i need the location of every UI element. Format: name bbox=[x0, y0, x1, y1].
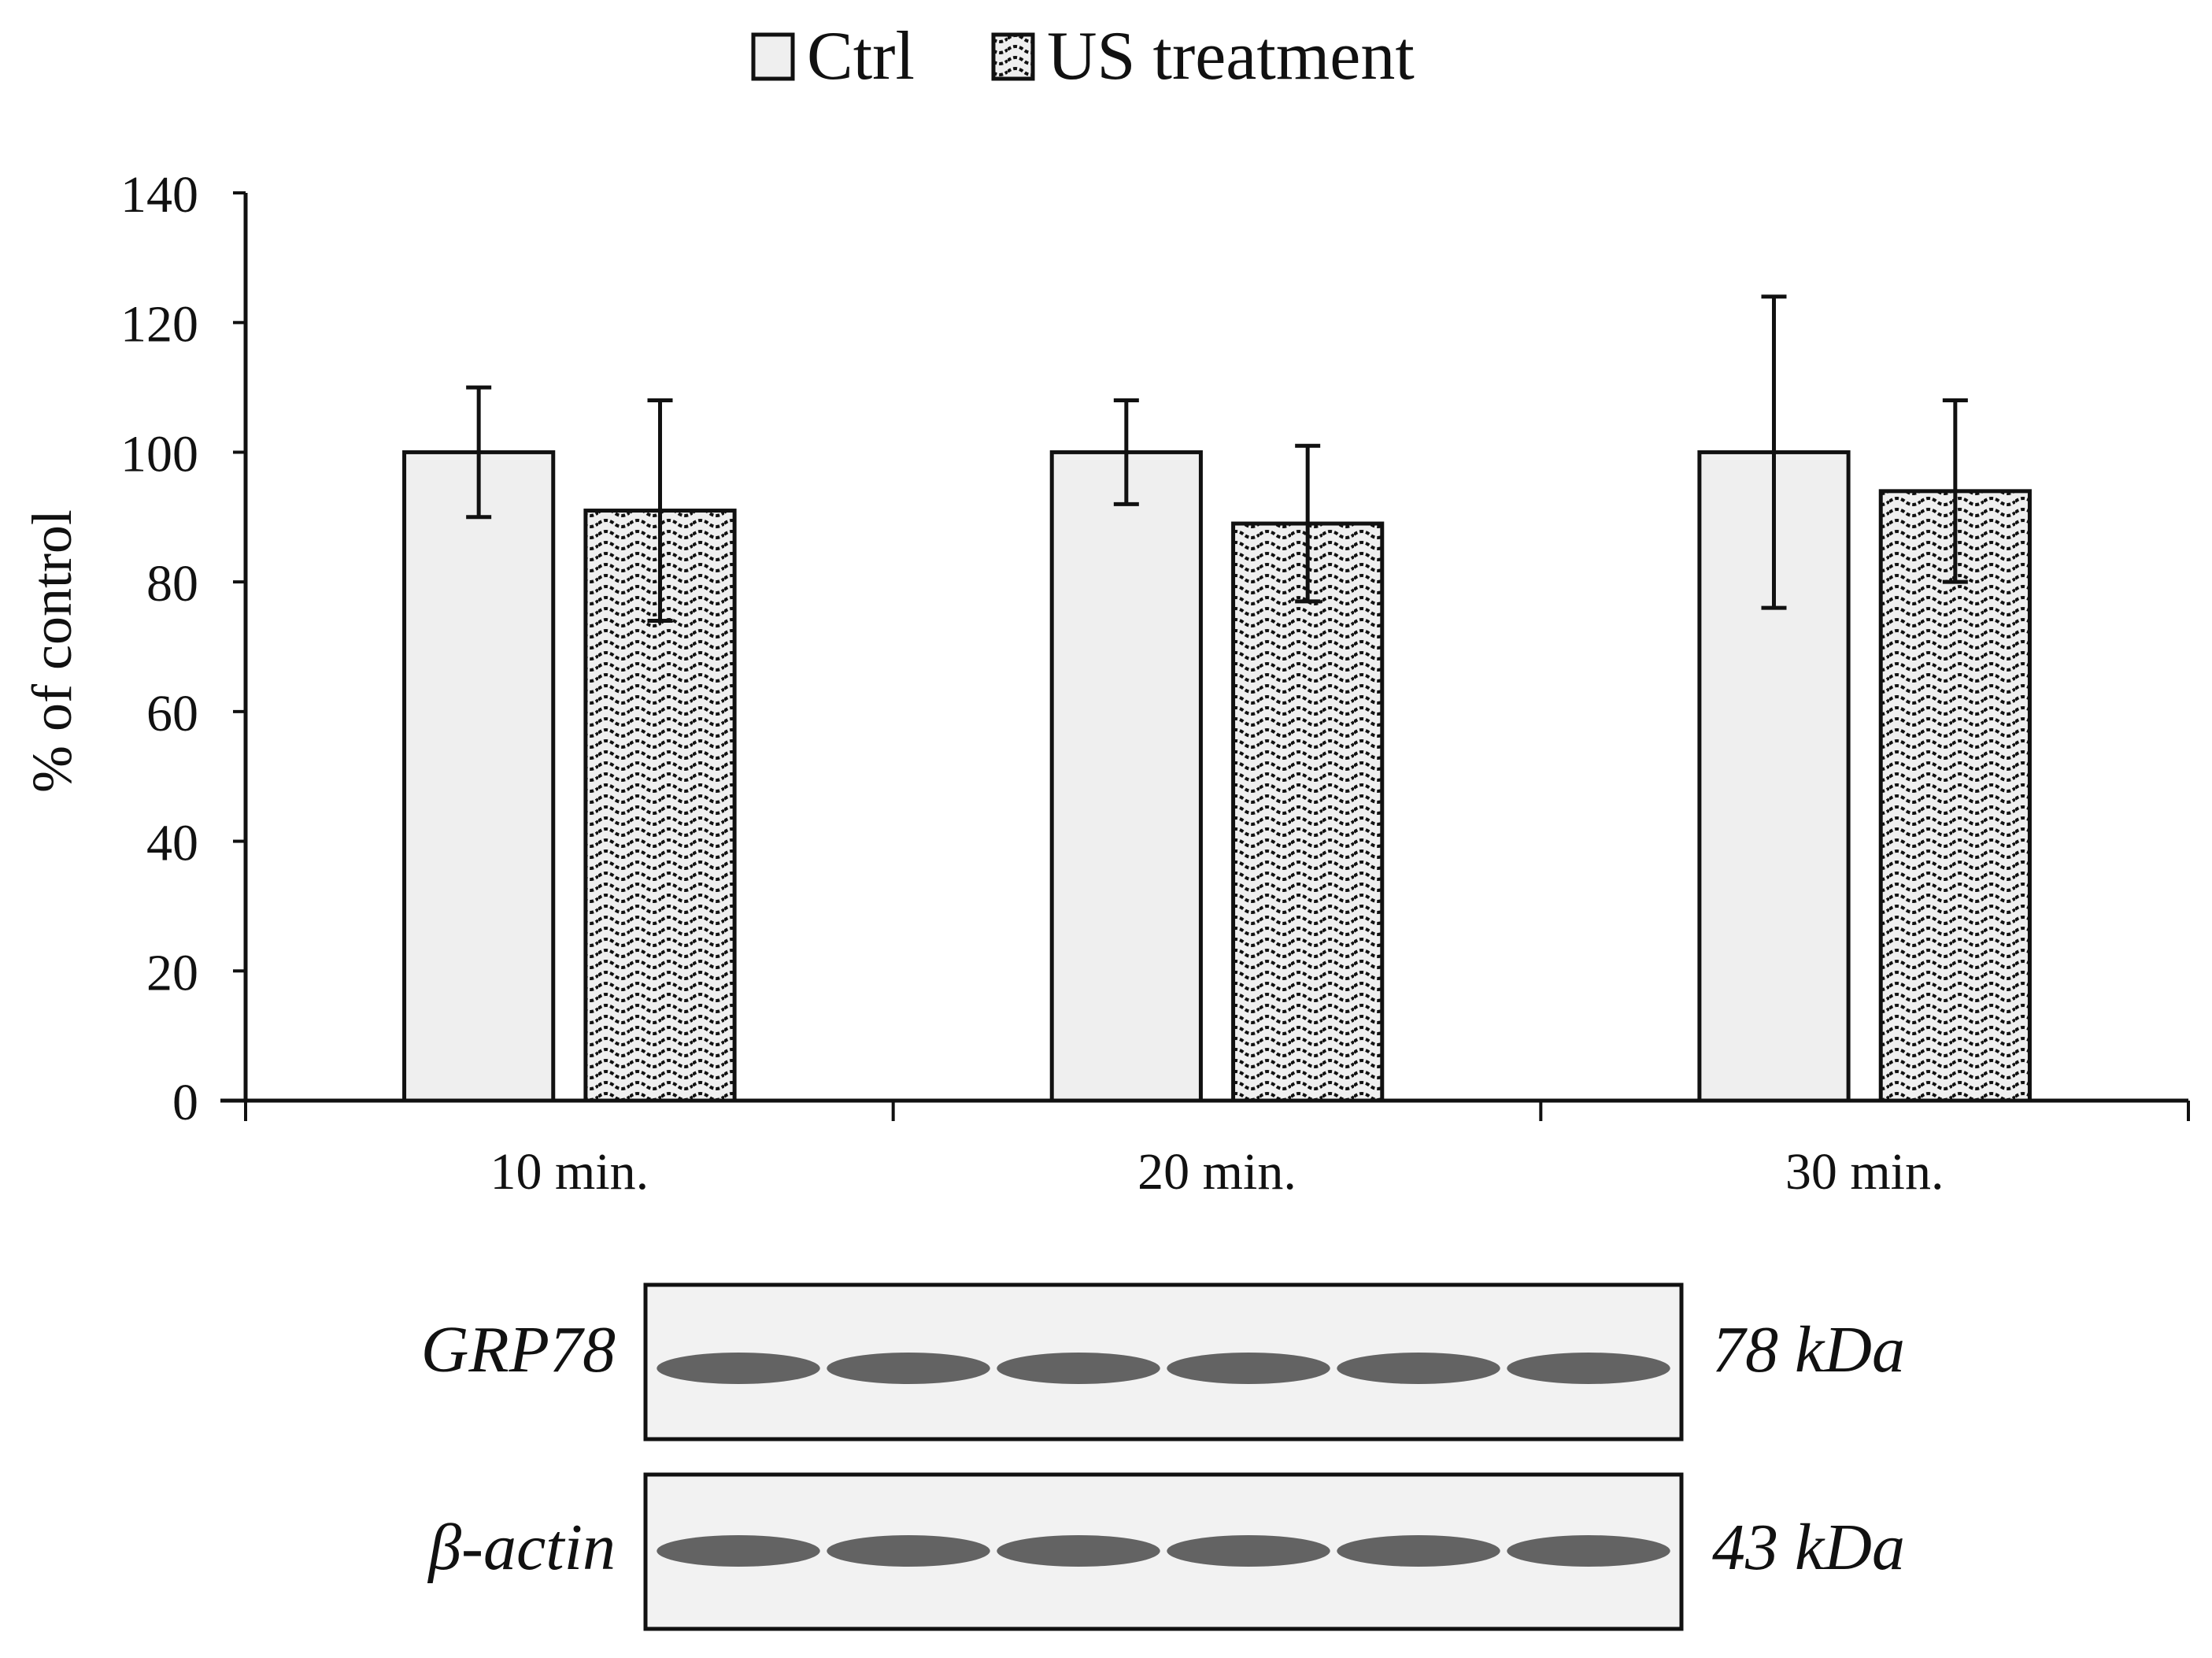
bar-us-treatment bbox=[1231, 521, 1385, 1103]
blot-band bbox=[1167, 1535, 1330, 1567]
blot-band bbox=[1337, 1353, 1500, 1384]
blot-band bbox=[997, 1535, 1160, 1567]
x-tick-label: 20 min. bbox=[1137, 1143, 1296, 1201]
y-tick-label: 120 bbox=[120, 296, 198, 353]
x-tick-label: 30 min. bbox=[1785, 1143, 1944, 1201]
bar-ctrl bbox=[1049, 450, 1203, 1103]
legend-label-us-treatment: US treatment bbox=[1047, 18, 1415, 94]
y-tick-label: 140 bbox=[120, 166, 198, 224]
legend-label-ctrl: Ctrl bbox=[807, 18, 915, 94]
blot-bands-grp78 bbox=[657, 1353, 1670, 1384]
blot-band bbox=[1337, 1535, 1500, 1567]
y-axis-ticks: 0 20 40 60 80 100 120 140 bbox=[120, 166, 246, 1131]
y-tick-label: 0 bbox=[172, 1074, 198, 1131]
blot-size-beta-actin: 43 kDa bbox=[1712, 1511, 1905, 1584]
bar-ctrl bbox=[402, 450, 556, 1103]
bars bbox=[402, 450, 2032, 1103]
blot-band bbox=[827, 1535, 990, 1567]
blot-band bbox=[1507, 1353, 1670, 1384]
blot-band bbox=[657, 1535, 820, 1567]
legend-swatch-us-treatment bbox=[991, 32, 1035, 81]
error-bars bbox=[466, 294, 1968, 624]
y-tick-label: 20 bbox=[146, 944, 198, 1001]
blot-band bbox=[997, 1353, 1160, 1384]
blot-label-grp78: GRP78 bbox=[421, 1313, 616, 1386]
blot-band bbox=[827, 1353, 990, 1384]
y-tick-label: 60 bbox=[146, 685, 198, 742]
legend: Ctrl US treatment bbox=[751, 18, 1415, 94]
bar-us-treatment bbox=[1878, 489, 2032, 1103]
legend-swatch-ctrl bbox=[751, 32, 795, 81]
x-axis-ticks: 10 min. 20 min. 30 min. bbox=[244, 1101, 2190, 1201]
western-blot: GRP78 78 kDa β-actin 43 kDa bbox=[421, 1282, 1905, 1631]
y-tick-label: 100 bbox=[120, 425, 198, 483]
blot-band bbox=[1167, 1353, 1330, 1384]
blot-label-beta-actin: β-actin bbox=[427, 1511, 616, 1584]
blot-bands-beta-actin bbox=[657, 1535, 1670, 1567]
y-axis-label: % of control bbox=[20, 509, 83, 793]
blot-size-grp78: 78 kDa bbox=[1712, 1313, 1905, 1386]
y-tick-label: 80 bbox=[146, 555, 198, 612]
y-tick-label: 40 bbox=[146, 815, 198, 872]
blot-band bbox=[1507, 1535, 1670, 1567]
x-tick-label: 10 min. bbox=[490, 1143, 649, 1201]
blot-panel-grp78 bbox=[643, 1282, 1684, 1441]
blot-band bbox=[657, 1353, 820, 1384]
